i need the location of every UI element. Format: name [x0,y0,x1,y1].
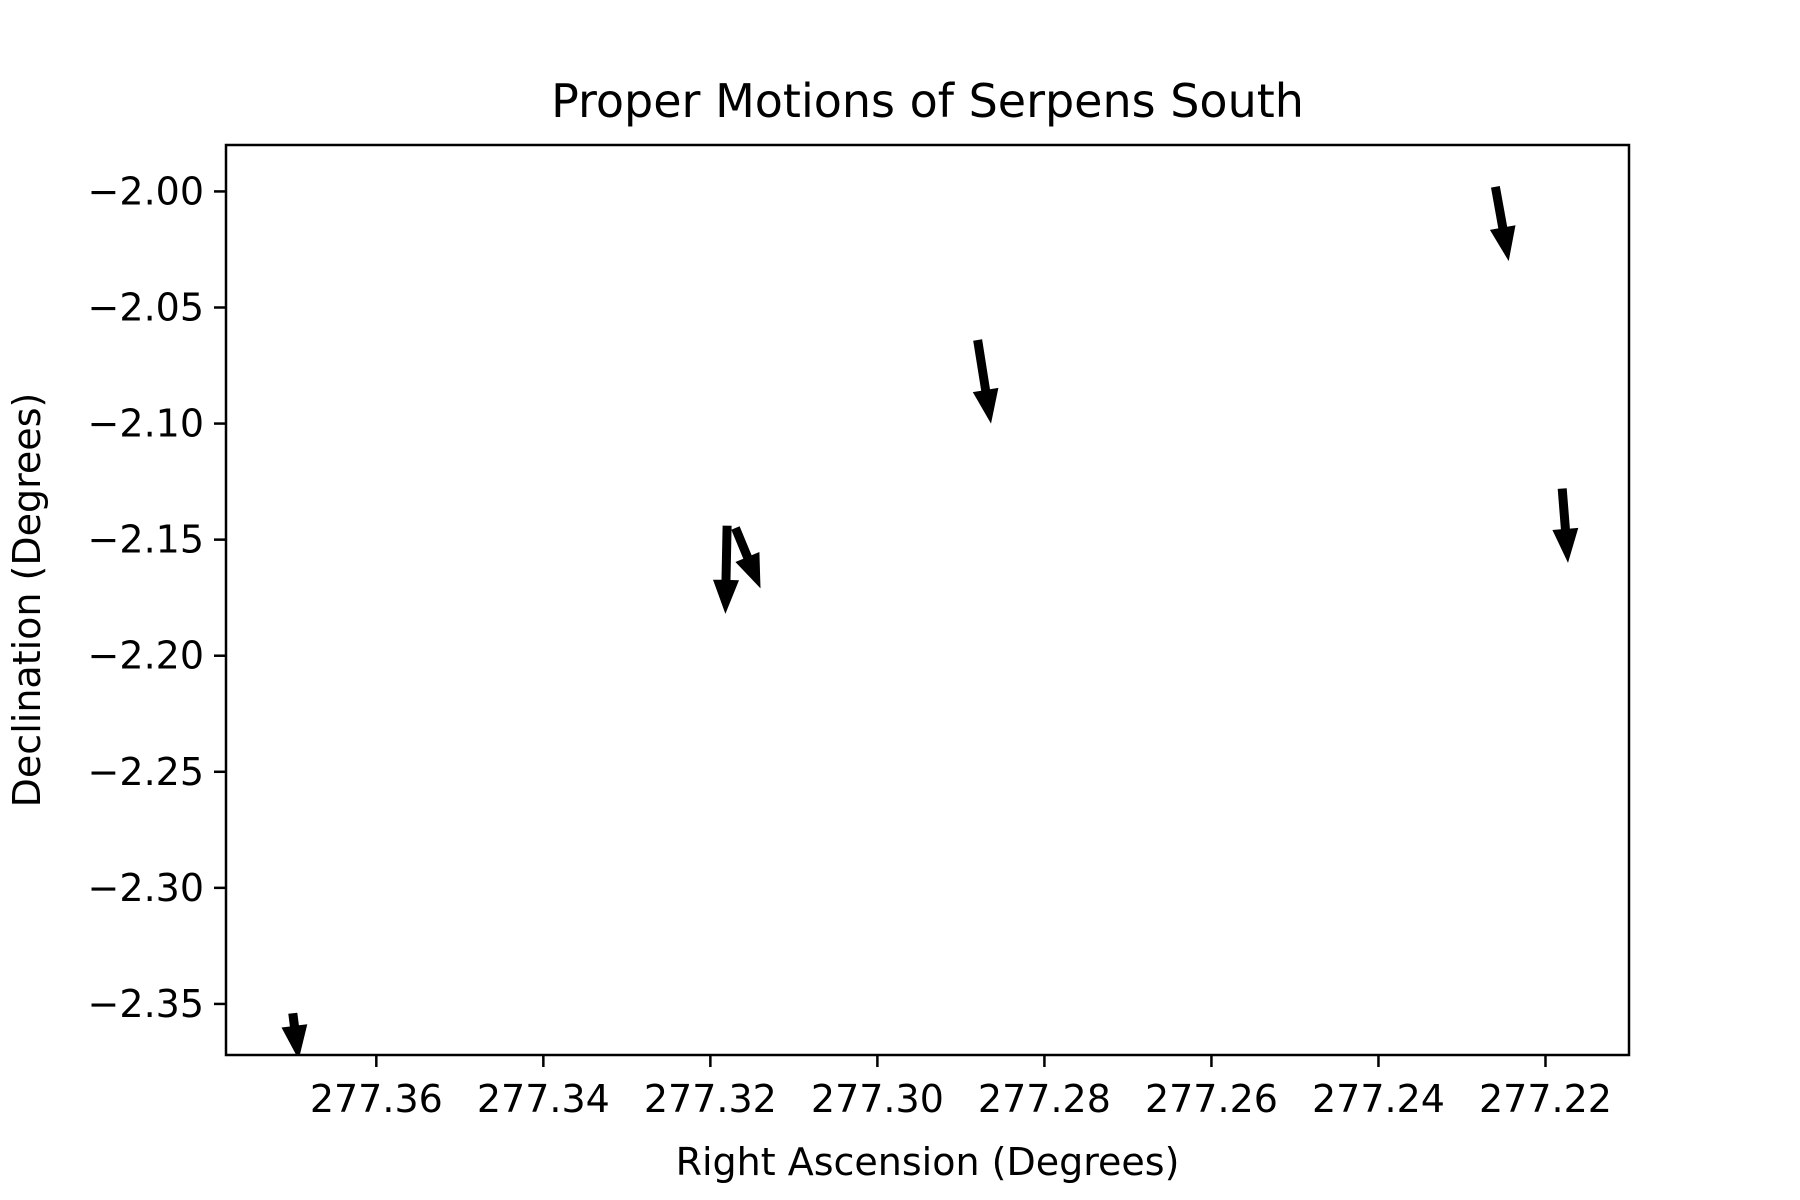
x-tick-label: 277.22 [1479,1077,1612,1121]
proper-motion-arrow [731,526,761,589]
proper-motion-arrow [281,1012,308,1055]
x-tick-label: 277.28 [978,1077,1111,1121]
x-tick-label: 277.30 [811,1077,944,1121]
chart-title: Proper Motions of Serpens South [551,74,1304,128]
x-tick-label: 277.34 [477,1077,610,1121]
y-tick-label: −2.20 [88,634,204,678]
y-axis-label: Declination (Degrees) [5,393,49,808]
proper-motion-arrow [713,525,739,614]
x-tick-label: 277.24 [1312,1077,1445,1121]
x-tick-label: 277.32 [644,1077,777,1121]
plot-area [281,186,1579,1055]
y-tick-label: −2.30 [88,866,204,910]
x-tick-label: 277.36 [310,1077,443,1121]
y-tick-label: −2.00 [88,169,204,213]
proper-motion-arrow [1552,488,1579,563]
y-tick-label: −2.35 [88,982,204,1026]
proper-motion-arrow [1489,186,1516,262]
y-tick-label: −2.10 [88,402,204,446]
y-tick-label: −2.05 [88,286,204,330]
y-tick-label: −2.15 [88,518,204,562]
x-axis-label: Right Ascension (Degrees) [676,1140,1180,1184]
x-axis: 277.36 277.34 277.32 277.30 277.28 277.26 277.… [310,1055,1612,1121]
y-axis: −2.00 −2.05 −2.10 −2.15 −2.20 −2.25 −2.30 −2.35 [88,169,226,1026]
x-tick-label: 277.26 [1145,1077,1278,1121]
y-tick-label: −2.25 [88,750,204,794]
plot-frame [224,143,1631,1057]
proper-motion-arrow [972,339,999,424]
